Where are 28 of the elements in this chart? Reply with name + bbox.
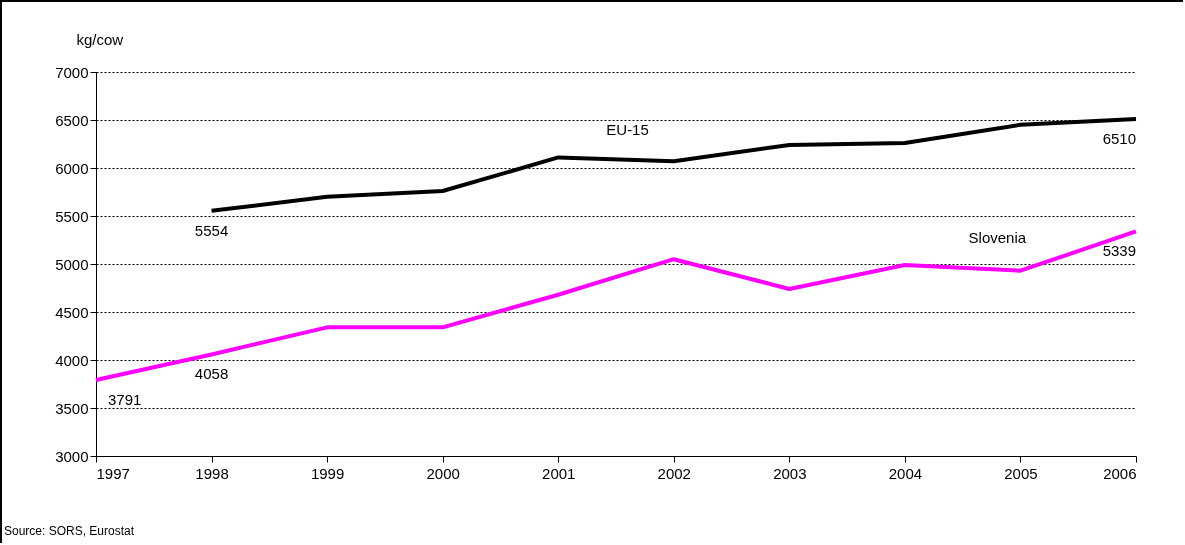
x-tick-label: 2004 (888, 464, 923, 482)
data-label: 6510 (1102, 130, 1136, 148)
source-note: Source: SORS, Eurostat (4, 524, 135, 538)
y-tick-label: 5500 (55, 207, 89, 225)
y-tick-label: 4000 (55, 351, 89, 369)
series-label: Slovenia (968, 229, 1027, 247)
y-tick-label: 3500 (55, 399, 89, 417)
y-tick-label: 5000 (55, 255, 89, 273)
x-tick-label: 2005 (1004, 464, 1038, 482)
data-label: 4058 (194, 365, 229, 383)
x-tick-label: 2006 (1103, 464, 1137, 482)
x-tick-label: 2003 (773, 464, 807, 482)
series-label: EU-15 (606, 120, 649, 138)
x-tick-label: 1998 (195, 464, 229, 482)
y-tick-label: 6000 (55, 159, 89, 177)
y-tick-label: 3000 (55, 447, 89, 465)
y-axis-title: kg/cow (76, 30, 124, 48)
y-tick-label: 7000 (55, 63, 89, 81)
x-tick-label: 2002 (657, 464, 691, 482)
x-tick-label: 2000 (426, 464, 460, 482)
data-label: 3791 (108, 391, 142, 409)
x-tick-label: 1997 (96, 464, 130, 482)
x-tick-label: 2001 (542, 464, 576, 482)
data-label: 5554 (194, 221, 229, 239)
y-tick-label: 6500 (55, 111, 89, 129)
y-tick-label: 4500 (55, 303, 89, 321)
data-label: 5339 (1102, 242, 1136, 260)
x-tick-label: 1999 (310, 464, 345, 482)
